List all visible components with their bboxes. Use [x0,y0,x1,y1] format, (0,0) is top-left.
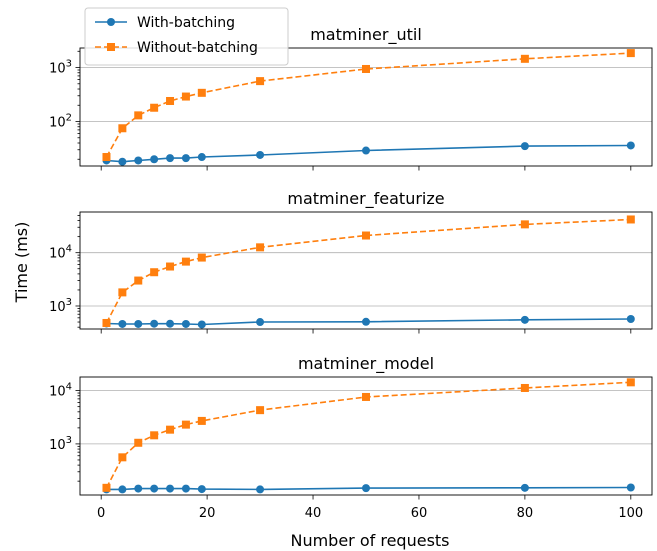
x-axis-label: Number of requests [290,531,449,550]
point-without-batching [102,153,111,162]
panel-matminer_model: matminer_model 103 104 [49,354,653,500]
legend-label: With-batching [137,15,235,31]
point-without-batching [181,257,190,266]
point-without-batching [520,383,529,392]
point-with-batching [166,319,175,328]
x-tick-label: 100 [618,506,643,521]
point-with-batching [626,483,635,492]
point-without-batching [166,425,175,434]
point-without-batching [520,54,529,63]
point-without-batching [150,431,159,440]
point-without-batching [150,268,159,277]
point-with-batching [118,485,127,494]
point-without-batching [166,96,175,105]
point-without-batching [181,92,190,101]
point-without-batching [134,111,143,120]
point-with-batching [362,317,370,326]
point-with-batching [181,484,190,493]
x-tick-label: 40 [305,506,322,521]
series-line-without-batching [105,218,631,324]
panel-frame [79,47,653,167]
point-without-batching [102,318,111,327]
point-without-batching [256,77,265,86]
point-without-batching [118,453,127,462]
point-with-batching [134,319,143,328]
point-with-batching [134,156,143,165]
legend-box [84,7,289,66]
point-with-batching [197,485,206,494]
x-tick-label: 80 [517,506,534,521]
y-tick-label: 104 [49,244,72,262]
panel-title: matminer_featurize [287,189,444,209]
x-tick-label: 60 [411,506,428,521]
point-without-batching [118,288,127,297]
y-tick-label: 103 [49,435,72,453]
point-with-batching [150,484,159,493]
point-with-batching [150,155,159,164]
point-without-batching [118,124,127,133]
point-with-batching [150,319,159,328]
y-tick-label: 103 [49,297,72,315]
point-with-batching [520,483,529,492]
legend-marker [107,43,115,51]
y-tick-label: 102 [49,113,72,131]
point-with-batching [181,319,190,328]
point-with-batching [181,154,190,163]
series-line-without-batching [105,381,631,489]
point-with-batching [520,315,529,324]
point-with-batching [118,319,127,328]
legend-label: Without-batching [137,40,258,56]
point-without-batching [520,220,529,229]
point-without-batching [197,416,206,425]
chart-panels: matminer_util 102 103 matminer_featurize 103… [49,25,653,521]
point-without-batching [181,420,190,429]
point-with-batching [134,484,143,493]
point-without-batching [197,88,206,97]
point-without-batching [362,392,370,401]
point-with-batching [197,320,206,329]
point-without-batching [150,103,159,112]
point-without-batching [626,49,635,58]
point-without-batching [256,406,265,415]
point-with-batching [166,154,175,163]
point-without-batching [134,438,143,447]
legend-marker [107,18,115,26]
point-with-batching [362,146,370,155]
panel-frame [79,376,653,496]
legend: With-batching Without-batching [84,7,289,66]
point-with-batching [520,142,529,151]
panel-title: matminer_util [310,25,422,45]
point-with-batching [626,141,635,150]
point-without-batching [166,262,175,271]
point-without-batching [626,378,635,387]
x-tick-label: 0 [97,506,105,521]
y-tick-label: 104 [49,382,72,400]
point-with-batching [197,153,206,162]
panel-matminer_featurize: matminer_featurize 103 104 [49,189,653,334]
y-axis-label: Time (ms) [12,222,31,304]
point-with-batching [118,157,127,166]
point-without-batching [626,215,635,224]
point-with-batching [362,484,370,493]
point-without-batching [362,231,370,240]
point-without-batching [102,483,111,492]
point-with-batching [256,150,265,159]
point-without-batching [134,276,143,285]
point-without-batching [256,243,265,252]
point-without-batching [362,64,370,73]
point-without-batching [197,253,206,262]
point-with-batching [626,314,635,323]
panel-frame [79,211,653,330]
point-with-batching [166,484,175,493]
point-with-batching [256,485,265,494]
point-with-batching [256,318,265,327]
panel-title: matminer_model [298,354,434,374]
panel-matminer_util: matminer_util 102 103 [49,25,653,171]
x-tick-label: 20 [199,506,216,521]
y-tick-label: 103 [49,59,72,77]
